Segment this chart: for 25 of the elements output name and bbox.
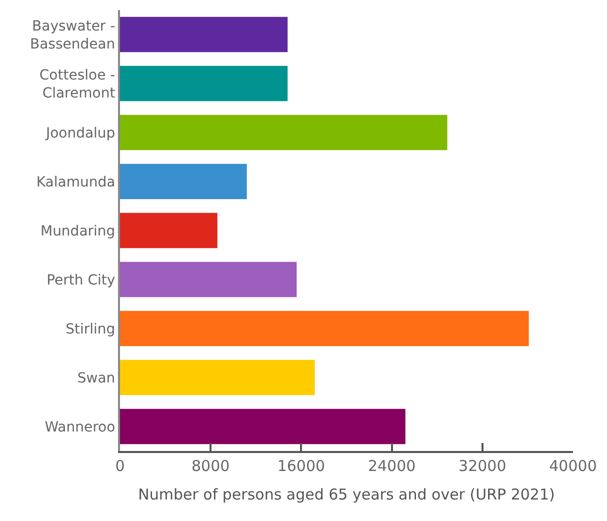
bar [120,212,218,248]
y-tick-label: Cottesloe - Claremont [39,67,116,102]
x-tick-label: 8000 [192,457,230,475]
bar [120,164,247,200]
x-tick-label: 40000 [549,457,597,475]
bar [120,360,315,396]
y-tick-label: Perth City [46,272,116,288]
x-axis-title: Number of persons aged 65 years and over (URP 2021) [138,486,555,504]
bar [120,66,288,102]
y-tick-label: Mundaring [40,223,116,240]
bar [120,310,529,346]
bar [120,16,288,52]
bar [120,408,406,444]
y-tick-label: Bayswater - Bassendean [30,18,116,52]
bar [120,114,448,150]
bar [120,262,297,298]
x-tick-label: 32000 [458,457,506,475]
x-tick-label: 16000 [277,457,326,475]
y-tick-label: Stirling [66,321,116,338]
y-tick-label: Joondalup [44,125,116,142]
y-tick-label: Kalamunda [36,174,116,190]
y-tick-label: Wanneroo [44,419,116,436]
x-tick-label: 24000 [368,457,416,475]
y-tick-label: Swan [77,370,116,386]
x-tick-label: 0 [115,457,125,475]
